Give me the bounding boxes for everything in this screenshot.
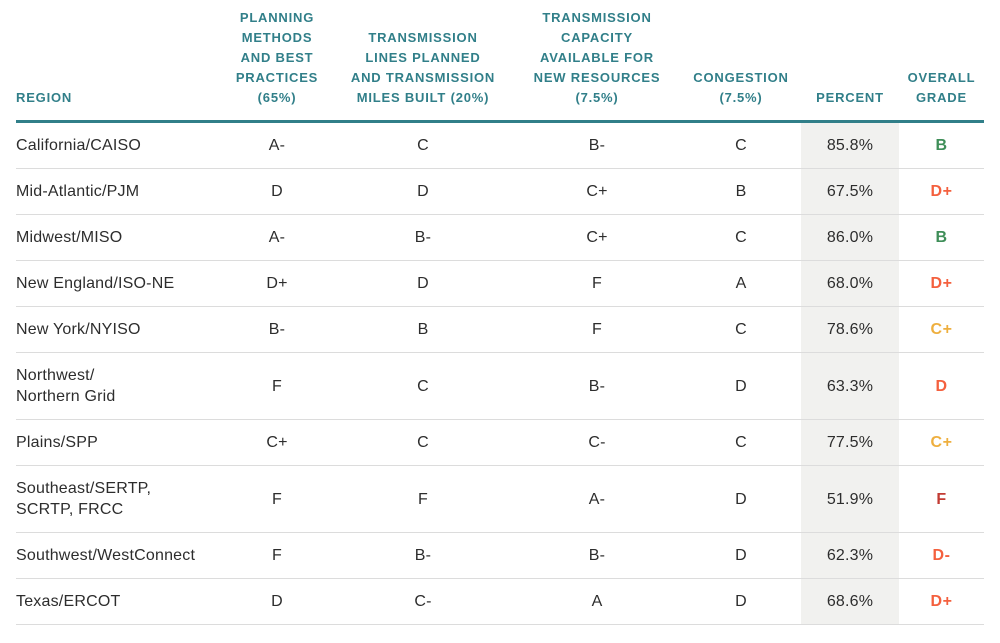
capacity-grade-cell: F: [513, 306, 681, 353]
table-row: Texas/ERCOT D C- A D 68.6% D+: [16, 578, 984, 625]
table-row: Northwest/ Northern Grid F C B- D 63.3% …: [16, 352, 984, 420]
table-row: New York/NYISO B- B F C 78.6% C+: [16, 306, 984, 353]
column-header-planning-methods: PLANNING METHODS AND BEST PRACTICES (65%…: [221, 0, 333, 123]
region-cell: New York/NYISO: [16, 306, 221, 353]
table-row: Southwest/WestConnect F B- B- D 62.3% D-: [16, 532, 984, 579]
column-header-region: REGION: [16, 0, 221, 123]
table-row: Southeast/SERTP, SCRTP, FRCC F F A- D 51…: [16, 465, 984, 533]
congestion-grade-cell: A: [681, 260, 801, 307]
lines-grade-cell: D: [333, 260, 513, 307]
planning-grade-cell: A-: [221, 121, 333, 169]
planning-grade-cell: F: [221, 352, 333, 420]
table-row: New England/ISO-NE D+ D F A 68.0% D+: [16, 260, 984, 307]
grades-table-container: REGION PLANNING METHODS AND BEST PRACTIC…: [16, 0, 984, 625]
column-header-congestion: CONGESTION (7.5%): [681, 0, 801, 123]
capacity-grade-cell: C-: [513, 419, 681, 466]
table-row: California/CAISO A- C B- C 85.8% B: [16, 121, 984, 169]
lines-grade-cell: F: [333, 465, 513, 533]
planning-grade-cell: B-: [221, 306, 333, 353]
region-cell: Southeast/SERTP, SCRTP, FRCC: [16, 465, 221, 533]
percent-cell: 86.0%: [801, 214, 899, 261]
region-cell: New England/ISO-NE: [16, 260, 221, 307]
overall-grade-cell: D+: [899, 578, 984, 625]
header-row: REGION PLANNING METHODS AND BEST PRACTIC…: [16, 0, 984, 123]
region-cell: Northwest/ Northern Grid: [16, 352, 221, 420]
percent-cell: 85.8%: [801, 121, 899, 169]
congestion-grade-cell: D: [681, 352, 801, 420]
percent-cell: 68.6%: [801, 578, 899, 625]
percent-cell: 77.5%: [801, 419, 899, 466]
congestion-grade-cell: D: [681, 465, 801, 533]
percent-cell: 78.6%: [801, 306, 899, 353]
overall-grade-cell: D: [899, 352, 984, 420]
congestion-grade-cell: D: [681, 578, 801, 625]
capacity-grade-cell: C+: [513, 214, 681, 261]
lines-grade-cell: B: [333, 306, 513, 353]
table-row: Plains/SPP C+ C C- C 77.5% C+: [16, 419, 984, 466]
region-cell: Southwest/WestConnect: [16, 532, 221, 579]
planning-grade-cell: F: [221, 465, 333, 533]
overall-grade-cell: D+: [899, 168, 984, 215]
capacity-grade-cell: B-: [513, 121, 681, 169]
capacity-grade-cell: C+: [513, 168, 681, 215]
region-cell: Mid-Atlantic/PJM: [16, 168, 221, 215]
capacity-grade-cell: F: [513, 260, 681, 307]
lines-grade-cell: C-: [333, 578, 513, 625]
congestion-grade-cell: C: [681, 419, 801, 466]
planning-grade-cell: D: [221, 578, 333, 625]
column-header-transmission-capacity: TRANSMISSION CAPACITY AVAILABLE FOR NEW …: [513, 0, 681, 123]
region-cell: Texas/ERCOT: [16, 578, 221, 625]
lines-grade-cell: D: [333, 168, 513, 215]
percent-cell: 63.3%: [801, 352, 899, 420]
congestion-grade-cell: C: [681, 214, 801, 261]
overall-grade-cell: B: [899, 214, 984, 261]
capacity-grade-cell: A-: [513, 465, 681, 533]
column-header-percent: PERCENT: [801, 0, 899, 123]
percent-cell: 68.0%: [801, 260, 899, 307]
lines-grade-cell: B-: [333, 214, 513, 261]
capacity-grade-cell: B-: [513, 352, 681, 420]
region-cell: California/CAISO: [16, 121, 221, 169]
lines-grade-cell: C: [333, 352, 513, 420]
lines-grade-cell: C: [333, 121, 513, 169]
planning-grade-cell: C+: [221, 419, 333, 466]
region-cell: Midwest/MISO: [16, 214, 221, 261]
capacity-grade-cell: A: [513, 578, 681, 625]
overall-grade-cell: D-: [899, 532, 984, 579]
congestion-grade-cell: C: [681, 306, 801, 353]
column-header-transmission-lines: TRANSMISSION LINES PLANNED AND TRANSMISS…: [333, 0, 513, 123]
overall-grade-cell: F: [899, 465, 984, 533]
overall-grade-cell: C+: [899, 306, 984, 353]
table-row: Midwest/MISO A- B- C+ C 86.0% B: [16, 214, 984, 261]
congestion-grade-cell: C: [681, 121, 801, 169]
lines-grade-cell: C: [333, 419, 513, 466]
overall-grade-cell: B: [899, 121, 984, 169]
congestion-grade-cell: B: [681, 168, 801, 215]
overall-grade-cell: C+: [899, 419, 984, 466]
percent-cell: 67.5%: [801, 168, 899, 215]
percent-cell: 51.9%: [801, 465, 899, 533]
table-row: Mid-Atlantic/PJM D D C+ B 67.5% D+: [16, 168, 984, 215]
lines-grade-cell: B-: [333, 532, 513, 579]
planning-grade-cell: A-: [221, 214, 333, 261]
overall-grade-cell: D+: [899, 260, 984, 307]
planning-grade-cell: D+: [221, 260, 333, 307]
regional-grades-table: REGION PLANNING METHODS AND BEST PRACTIC…: [16, 0, 984, 625]
region-cell: Plains/SPP: [16, 419, 221, 466]
congestion-grade-cell: D: [681, 532, 801, 579]
planning-grade-cell: F: [221, 532, 333, 579]
capacity-grade-cell: B-: [513, 532, 681, 579]
percent-cell: 62.3%: [801, 532, 899, 579]
column-header-overall-grade: OVERALL GRADE: [899, 0, 984, 123]
planning-grade-cell: D: [221, 168, 333, 215]
